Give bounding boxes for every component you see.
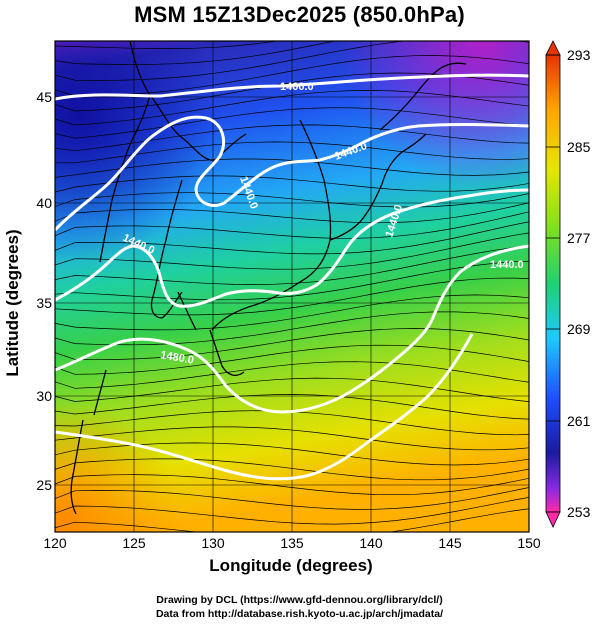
streamline [55, 90, 529, 126]
map-title: MSM 15Z13Dec2025 (850.0hPa) [134, 2, 465, 27]
x-tick-label: 150 [517, 535, 541, 551]
y-tick-label: 45 [36, 89, 52, 105]
y-tick-label: 40 [36, 195, 52, 211]
colorbar-tick-label: 253 [567, 504, 591, 520]
y-tick-label: 35 [36, 295, 52, 311]
y-axis-label: Latitude (degrees) [3, 229, 22, 377]
streamline [55, 260, 529, 301]
height-contours [55, 73, 529, 481]
x-tick-label: 140 [359, 535, 383, 551]
streamline [55, 211, 529, 239]
streamline [55, 328, 529, 361]
plot-frame [54, 40, 530, 533]
streamline [55, 107, 529, 139]
streamline [55, 344, 529, 375]
streamline [55, 41, 280, 49]
streamline [55, 508, 529, 532]
colorbar-tick-label: 293 [567, 47, 591, 63]
colorbar [545, 40, 561, 528]
colorbar-tick-label: 277 [567, 230, 591, 246]
credit-drawing: Drawing by DCL (https://www.gfd-dennou.o… [156, 594, 443, 606]
streamline [55, 361, 529, 389]
streamline [55, 497, 529, 525]
streamline [55, 232, 529, 270]
x-tick-label: 130 [201, 535, 225, 551]
streamline [55, 277, 529, 316]
streamline [55, 202, 529, 224]
streamline [55, 175, 529, 193]
streamline [55, 394, 529, 420]
x-axis-label: Longitude (degrees) [209, 556, 373, 575]
streamline [55, 245, 529, 285]
streamline [55, 426, 529, 451]
x-tick-label: 120 [43, 535, 67, 551]
streamline [55, 458, 529, 481]
streamline [55, 124, 529, 152]
colorbar-tick-label: 261 [567, 413, 591, 429]
y-tick-label: 30 [36, 388, 52, 404]
streamline [55, 192, 529, 208]
streamline [55, 55, 529, 97]
x-tick-label: 135 [280, 535, 304, 551]
contour-label: 1440.0 [490, 259, 524, 271]
streamline [55, 311, 529, 346]
credit-data: Data from http://database.rish.kyoto-u.a… [155, 608, 444, 620]
colorbar-tick-label: 269 [567, 321, 591, 337]
contour-label: 1400.0 [280, 81, 314, 93]
streamline [55, 487, 529, 510]
streamline [55, 474, 529, 496]
contour-label: 1480.0 [159, 349, 194, 367]
streamline [55, 41, 337, 65]
colorbar-max-triangle [545, 40, 561, 56]
streamline [55, 294, 529, 331]
y-tick-label: 25 [36, 477, 52, 493]
colorbar-min-triangle [545, 511, 561, 528]
x-tick-label: 125 [122, 535, 146, 551]
streamline [55, 41, 529, 81]
streamline [55, 221, 529, 255]
colorbar-scale [545, 54, 561, 513]
colorbar-tick-label: 285 [567, 139, 591, 155]
x-tick-label: 145 [438, 535, 462, 551]
